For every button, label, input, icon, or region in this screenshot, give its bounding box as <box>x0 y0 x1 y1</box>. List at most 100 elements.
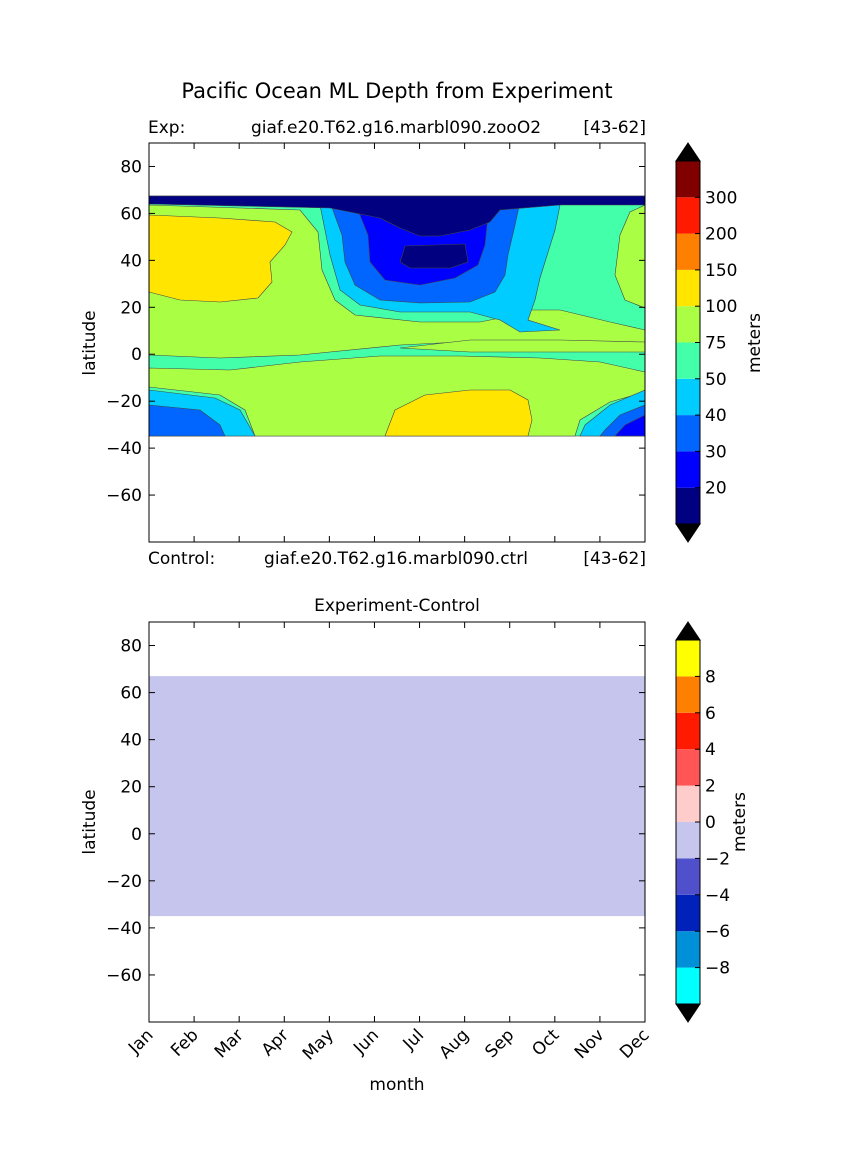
contour-band-75-100-equator <box>399 339 645 353</box>
difference-contour-plot: 80 60 40 20 0 −20 −40 −60 Jan Feb Mar Apr May Jun Jul… <box>80 621 654 1095</box>
colorbar-tick-label: 30 <box>705 442 727 462</box>
x-tick-label: Jun <box>349 1025 383 1059</box>
x-tick-label: Mar <box>211 1025 248 1062</box>
difference-fill-region <box>149 676 645 917</box>
y-tick-label: 60 <box>120 204 142 224</box>
colorbar-tick-label: −2 <box>705 849 730 869</box>
colorbar-extend-min <box>675 523 701 543</box>
colorbar-bottom: −8 −6 −4 −2 0 2 4 6 8 <box>675 621 730 1023</box>
control-years: [43-62] <box>583 549 646 569</box>
contour-band-20-30-southeast <box>614 414 645 437</box>
x-tick-label: Oct <box>528 1025 563 1060</box>
colorbar-segment <box>676 342 700 379</box>
colorbar-tick-label: 6 <box>705 704 716 724</box>
colorbar-tick-label: 2 <box>705 777 716 797</box>
y-tick-label: −60 <box>106 486 142 506</box>
contour-band-below-20-core <box>399 243 469 269</box>
colorbar-segment <box>676 306 700 343</box>
colorbar-tick-label: 40 <box>705 406 727 426</box>
colorbar-segment <box>676 451 700 488</box>
x-tick-label: Nov <box>571 1025 609 1063</box>
colorbar-label-bottom: meters <box>730 792 750 852</box>
colorbar-tick-label: −8 <box>705 959 730 979</box>
colorbar-segment <box>676 749 700 786</box>
colorbar-tick-label: 100 <box>705 297 737 317</box>
colorbar-tick-label: −6 <box>705 922 730 942</box>
colorbar-tick-label: 300 <box>705 188 737 208</box>
plot-frame-top <box>148 142 646 543</box>
y-tick-label: 20 <box>120 778 142 798</box>
colorbar-tick-label: −4 <box>705 886 730 906</box>
y-tick-label: 0 <box>131 825 142 845</box>
y-tick-label: −40 <box>106 439 142 459</box>
colorbar-segment <box>676 197 700 234</box>
colorbar-tick-label: 0 <box>705 813 716 833</box>
x-tick-label: Aug <box>436 1025 474 1063</box>
contour-band-100-150-south <box>384 389 533 437</box>
colorbar-tick-label: 20 <box>705 479 727 499</box>
colorbar-tick-label: 150 <box>705 261 737 281</box>
y-tick-label: −40 <box>106 919 142 939</box>
y-tick-label: 20 <box>120 298 142 318</box>
colorbar-extend-min <box>675 1003 701 1023</box>
colorbar-segment <box>676 233 700 270</box>
colorbar-segment <box>676 967 700 1004</box>
x-tick-label: Feb <box>167 1025 202 1060</box>
colorbar-extend-max <box>675 142 701 162</box>
colorbar-tick-label: 200 <box>705 225 737 245</box>
exp-case-name: giaf.e20.T62.g16.marbl090.zooO2 <box>251 118 541 138</box>
control-label: Control: <box>148 549 215 569</box>
control-case-name: giaf.e20.T62.g16.marbl090.ctrl <box>264 549 528 569</box>
colorbar-segment <box>676 378 700 416</box>
colorbar-segment <box>676 676 700 713</box>
colorbar-top: 20 30 40 50 75 100 150 200 300 <box>675 142 737 543</box>
y-tick-label: 40 <box>120 251 142 271</box>
experiment-contour-plot: 80 60 40 20 0 −20 −40 −60 latitude <box>80 142 646 543</box>
colorbar-tick-label: 75 <box>705 334 727 354</box>
y-tick-label: 80 <box>120 637 142 657</box>
colorbar-label-top: meters <box>745 313 765 373</box>
y-tick-label: −20 <box>106 392 142 412</box>
x-axis-label-bottom: month <box>369 1075 424 1095</box>
y-tick-label: 40 <box>120 731 142 751</box>
colorbar-segment <box>676 161 700 198</box>
contour-band-100-150-north <box>149 214 293 303</box>
x-tick-label: Apr <box>258 1025 293 1060</box>
x-tick-label: Dec <box>616 1025 653 1062</box>
exp-label: Exp: <box>148 118 185 138</box>
x-tick-label: Sep <box>481 1025 518 1062</box>
colorbar-extend-max <box>675 621 701 641</box>
y-axis-ticks-top: 80 60 40 20 0 −20 −40 −60 <box>106 143 646 542</box>
colorbar-tick-label: 50 <box>705 370 727 390</box>
colorbar-segment <box>676 785 700 822</box>
y-tick-label: 60 <box>120 684 142 704</box>
figure-title: Pacific Ocean ML Depth from Experiment <box>181 79 612 103</box>
colorbar-tick-label: 8 <box>705 667 716 687</box>
x-tick-label: Jan <box>124 1025 157 1058</box>
y-tick-label: 80 <box>120 157 142 177</box>
contour-band-30-40-southwest <box>149 404 226 437</box>
colorbar-segment <box>676 415 700 452</box>
y-axis-label-top: latitude <box>80 310 100 375</box>
colorbar-segment <box>676 712 700 750</box>
colorbar-tick-label: 4 <box>705 740 716 760</box>
colorbar-segment <box>676 894 700 932</box>
plot-frame-bottom <box>148 621 646 1023</box>
y-tick-label: −20 <box>106 872 142 892</box>
colorbar-segment <box>676 858 700 895</box>
colorbar-segment <box>676 931 700 968</box>
y-tick-label: 0 <box>131 345 142 365</box>
y-axis-ticks-bottom: 80 60 40 20 0 −20 −40 −60 <box>106 637 645 986</box>
colorbar-segment <box>676 269 700 307</box>
y-axis-label-bottom: latitude <box>80 789 100 854</box>
colorbar-segment <box>676 487 700 524</box>
colorbar-segment <box>676 640 700 677</box>
x-tick-label: May <box>299 1025 338 1064</box>
contour-band-below-20-north <box>149 195 645 237</box>
exp-years: [43-62] <box>583 118 646 138</box>
difference-plot-title: Experiment-Control <box>314 596 480 616</box>
y-tick-label: −60 <box>106 966 142 986</box>
x-tick-label: Jul <box>399 1025 428 1054</box>
contour-band-75-100-east <box>614 204 645 309</box>
